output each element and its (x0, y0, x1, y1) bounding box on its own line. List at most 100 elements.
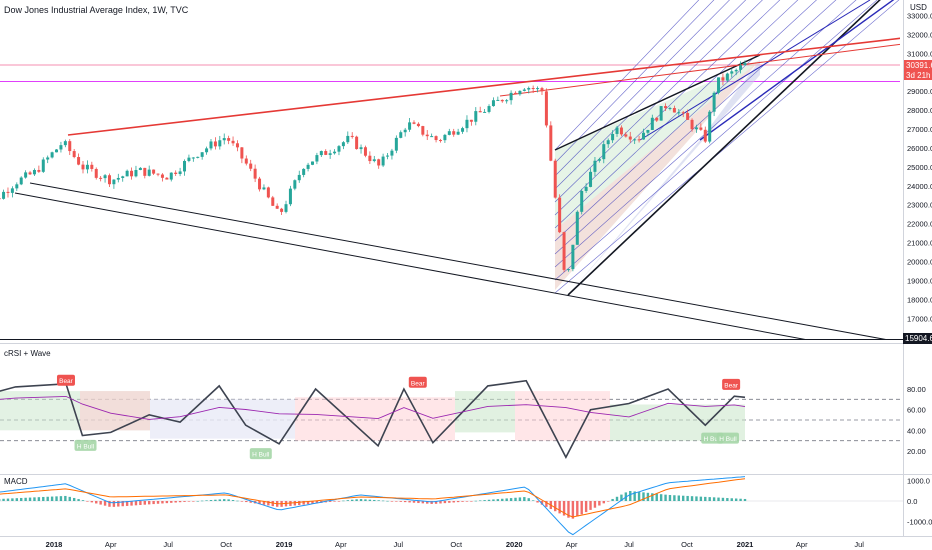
macd-histogram-bar (205, 500, 208, 501)
macd-histogram-bar (501, 498, 504, 501)
candle-body (160, 174, 164, 178)
macd-title: MACD (4, 477, 28, 486)
price-tick-label: 23000.0 (907, 201, 932, 210)
macd-histogram-bar (479, 500, 482, 502)
candle-body (191, 157, 195, 159)
candle-body (363, 147, 367, 156)
macd-histogram-bar (249, 501, 252, 503)
fan-line (554, 0, 700, 151)
macd-histogram-bar (439, 501, 442, 504)
candle-body (130, 170, 134, 177)
price-tick-label: 28000.0 (907, 106, 932, 115)
time-tick-label: Apr (796, 540, 808, 549)
candle-body (350, 135, 354, 137)
macd-histogram-bar (554, 501, 557, 512)
macd-histogram-bar (690, 496, 694, 501)
crsi-tick-label: 20.00 (907, 447, 926, 456)
candle-body (302, 168, 306, 175)
red-trend-line (499, 43, 900, 97)
time-axis[interactable]: 2018 Apr Jul Oct 2019 Apr Jul Oct 2020 Apr Jul Oct 2… (46, 540, 865, 549)
macd-histogram-bar (377, 500, 380, 501)
macd-histogram-bar (342, 500, 345, 502)
candle-body (615, 127, 619, 134)
price-tick-label: 20000.0 (907, 258, 932, 267)
crsi-tick-label: 60.00 (907, 406, 926, 415)
macd-histogram-bar (531, 500, 535, 501)
macd-histogram-bar (536, 501, 539, 503)
candle-body (381, 156, 385, 166)
macd-histogram-bar (589, 501, 592, 510)
candle-body (690, 119, 694, 130)
time-tick-label: 2018 (46, 540, 63, 549)
macd-histogram-bar (739, 498, 742, 501)
candle-body (275, 205, 279, 209)
candle-body (633, 139, 637, 141)
candle-body (68, 141, 72, 152)
candle-body (187, 157, 191, 161)
macd-histogram-bar (55, 496, 58, 501)
macd-histogram-bar (509, 498, 513, 501)
candle-body (15, 184, 19, 189)
macd-axis[interactable]: 1000.0 0.0 -1000.0 (907, 477, 932, 527)
hbull-marker-label: H Bull (704, 436, 722, 443)
macd-histogram-bar (699, 496, 703, 501)
crsi-axis[interactable]: 80.00 60.00 40.00 20.00 (907, 385, 926, 456)
macd-histogram-bar (68, 496, 71, 501)
macd-histogram-bar (421, 501, 425, 504)
candle-body (156, 173, 160, 175)
candle-body (306, 164, 310, 169)
candle-body (518, 90, 522, 95)
candle-body (712, 92, 716, 112)
macd-histogram-bar (456, 501, 460, 503)
fan-line (554, 0, 799, 229)
candle-body (94, 168, 98, 178)
candle-body (553, 160, 557, 198)
candle-body (46, 157, 50, 160)
price-tick-label: 27000.0 (907, 125, 932, 134)
candle-body (209, 141, 213, 149)
macd-histogram-bar (708, 497, 711, 501)
macd-histogram-bar (721, 497, 725, 501)
macd-histogram-bar (368, 499, 372, 501)
candle-body (677, 112, 681, 114)
crsi-line (0, 379, 746, 459)
macd-tick-label: 0.0 (907, 497, 917, 506)
macd-histogram-bar (602, 501, 605, 504)
candle-body (0, 198, 1, 200)
candle-body (143, 167, 147, 176)
macd-histogram-bar (373, 499, 376, 501)
candle-body (32, 169, 36, 175)
bear-marker-label: Bear (724, 382, 739, 389)
time-tick-label: Jul (393, 540, 403, 549)
macd-histogram-bar (130, 501, 133, 506)
candle-body (368, 155, 372, 162)
macd-histogram-bar (346, 500, 350, 501)
candle-body (562, 232, 566, 270)
candle-body (452, 131, 456, 135)
time-tick-label: Jul (624, 540, 634, 549)
candle-body (134, 170, 138, 177)
candle-body (461, 128, 465, 132)
crsi-title: cRSI + Wave (4, 349, 51, 358)
candle-body (505, 100, 509, 102)
macd-histogram-bar (125, 501, 129, 506)
candle-body (487, 106, 491, 112)
price-tick-label: 19000.0 (907, 276, 932, 285)
candle-body (628, 136, 632, 140)
candle-body (668, 107, 672, 109)
macd-histogram-bar (704, 496, 707, 501)
candle-body (6, 191, 10, 193)
macd-histogram-bar (682, 495, 685, 501)
candle-body (55, 149, 59, 153)
macd-histogram-bar (523, 497, 526, 501)
macd-histogram-bar (236, 500, 239, 502)
price-tick-label: 24000.0 (907, 182, 932, 191)
candle-body (196, 156, 200, 158)
macd-histogram-bar (15, 498, 19, 501)
candle-body (41, 159, 45, 172)
macd-histogram-bar (223, 499, 226, 501)
macd-histogram-bar (730, 498, 733, 501)
candle-body (597, 159, 601, 161)
candle-body (394, 137, 398, 151)
macd-histogram-bar (333, 501, 336, 502)
